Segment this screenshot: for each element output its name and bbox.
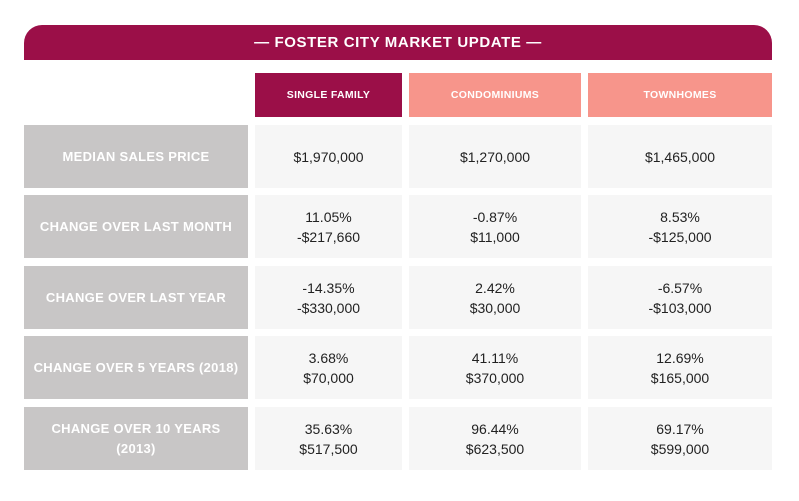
row-label-change-10-years: CHANGE OVER 10 YEARS (2013) xyxy=(24,407,248,470)
cell-line-1: 41.11% xyxy=(471,349,519,366)
cell-line-1: -0.87% xyxy=(472,208,518,225)
table-cell: 3.68% $70,000 xyxy=(255,336,402,399)
cell-line-1: 2.42% xyxy=(475,279,515,296)
row-label-change-last-year: CHANGE OVER LAST YEAR xyxy=(24,266,248,329)
column-header-townhomes: TOWNHOMES xyxy=(588,73,772,117)
cell-line-2: $517,500 xyxy=(299,440,358,457)
cell-line-1: -6.57% xyxy=(657,279,703,296)
table-cell: 11.05% -$217,660 xyxy=(255,195,402,258)
cell-line-2: $30,000 xyxy=(469,299,521,316)
cell-line-1: $1,970,000 xyxy=(293,148,364,165)
table-cell: 69.17% $599,000 xyxy=(588,407,772,470)
cell-line-1: 69.17% xyxy=(656,420,704,437)
cell-line-2: $370,000 xyxy=(465,369,525,386)
table-cell: 35.63% $517,500 xyxy=(255,407,402,470)
table-cell: 2.42% $30,000 xyxy=(409,266,581,329)
column-header-condominiums: CONDOMINIUMS xyxy=(409,73,581,117)
table-cell: 41.11% $370,000 xyxy=(409,336,581,399)
cell-line-2: -$125,000 xyxy=(648,228,712,245)
cell-line-1: 3.68% xyxy=(308,349,349,366)
cell-line-2: $165,000 xyxy=(650,369,710,386)
cell-line-1: $1,270,000 xyxy=(459,148,531,165)
row-label-change-5-years: CHANGE OVER 5 YEARS (2018) xyxy=(24,336,248,399)
table-cell: $1,970,000 xyxy=(255,125,402,188)
cell-line-2: $11,000 xyxy=(470,228,520,245)
cell-line-1: 96.44% xyxy=(471,420,519,437)
table-cell: $1,465,000 xyxy=(588,125,772,188)
cell-line-2: $70,000 xyxy=(303,369,354,386)
table-cell: -0.87% $11,000 xyxy=(409,195,581,258)
cell-line-1: $1,465,000 xyxy=(644,148,716,165)
table-cell: $1,270,000 xyxy=(409,125,581,188)
cell-line-2: -$103,000 xyxy=(648,299,712,316)
row-label-change-last-month: CHANGE OVER LAST MONTH xyxy=(24,195,248,258)
table-cell: 8.53% -$125,000 xyxy=(588,195,772,258)
table-cell: -14.35% -$330,000 xyxy=(255,266,402,329)
table-cell: -6.57% -$103,000 xyxy=(588,266,772,329)
table-cell: 96.44% $623,500 xyxy=(409,407,581,470)
cell-line-1: 35.63% xyxy=(304,420,353,437)
cell-line-2: -$217,660 xyxy=(296,228,361,245)
cell-line-1: -14.35% xyxy=(302,279,355,296)
cell-line-2: $623,500 xyxy=(465,440,525,457)
page-title: — FOSTER CITY MARKET UPDATE — xyxy=(24,25,772,60)
row-label-median-sales-price: MEDIAN SALES PRICE xyxy=(24,125,248,188)
column-header-single-family: SINGLE FAMILY xyxy=(255,73,402,117)
cell-line-1: 8.53% xyxy=(660,208,700,225)
cell-line-2: -$330,000 xyxy=(296,299,361,316)
table-cell: 12.69% $165,000 xyxy=(588,336,772,399)
cell-line-1: 11.05% xyxy=(305,208,352,225)
cell-line-2: $599,000 xyxy=(650,440,710,457)
cell-line-1: 12.69% xyxy=(656,349,704,366)
